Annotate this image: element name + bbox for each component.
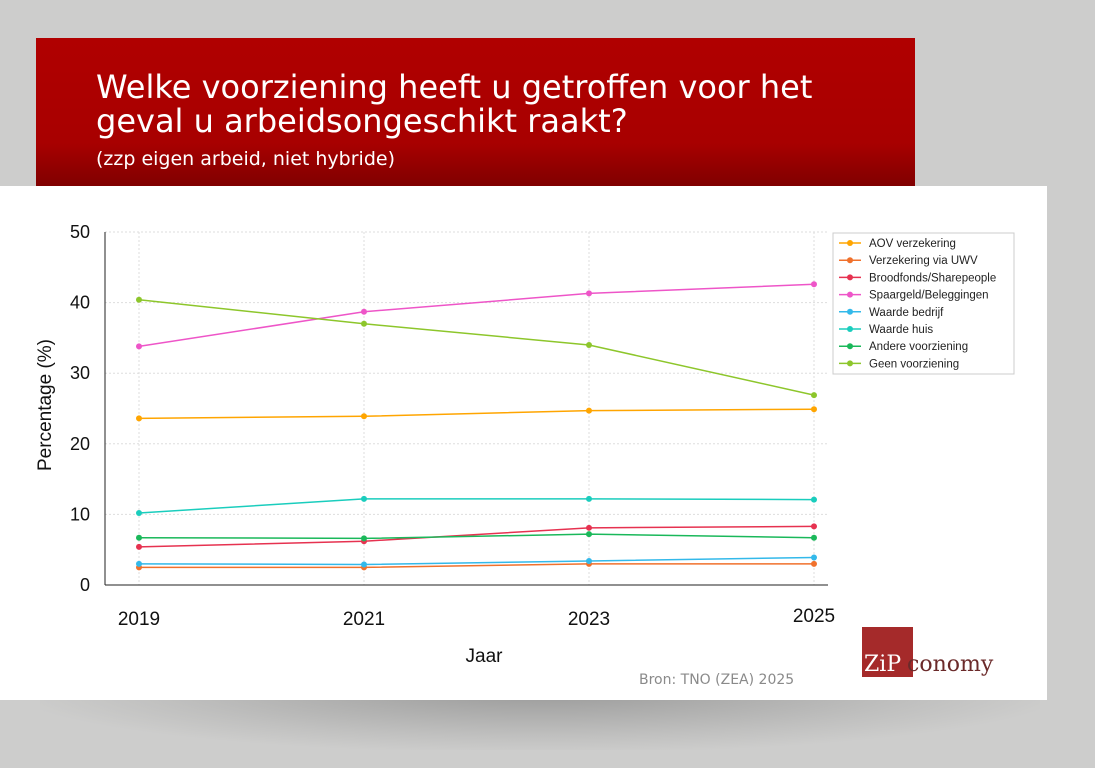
data-point xyxy=(136,560,142,567)
data-point xyxy=(586,495,592,502)
data-point xyxy=(811,534,817,541)
y-tick-label: 20 xyxy=(70,434,90,454)
data-point xyxy=(136,543,142,550)
data-point xyxy=(811,496,817,503)
x-axis-label: Jaar xyxy=(466,646,504,667)
legend-swatch-marker xyxy=(847,257,853,264)
legend-swatch-marker xyxy=(847,274,853,281)
data-point xyxy=(361,495,367,502)
legend-swatch-marker xyxy=(847,240,853,246)
series-line xyxy=(138,533,815,540)
legend-label: Waarde huis xyxy=(869,324,933,336)
legend-swatch-marker xyxy=(847,308,853,315)
data-point xyxy=(586,524,592,531)
legend-label: Broodfonds/Sharepeople xyxy=(869,272,996,284)
data-point xyxy=(361,320,367,327)
data-point xyxy=(136,296,142,303)
series-line xyxy=(138,283,815,348)
y-tick-label: 40 xyxy=(70,293,90,313)
x-tick-label: 2025 xyxy=(793,606,835,627)
data-point xyxy=(136,534,142,541)
data-point xyxy=(586,557,592,564)
series-line xyxy=(138,525,815,548)
legend-label: Verzekering via UWV xyxy=(869,255,978,267)
legend-box xyxy=(832,232,1015,375)
x-tick-label: 2021 xyxy=(343,609,385,630)
legend-swatch-marker xyxy=(847,326,853,332)
card-shadow xyxy=(40,690,1040,750)
x-tick-label: 2019 xyxy=(118,609,160,630)
x-tick-label: 2023 xyxy=(568,609,610,630)
data-point xyxy=(586,341,592,348)
data-point xyxy=(586,290,592,297)
data-point xyxy=(811,560,817,567)
source-note: Bron: TNO (ZEA) 2025 xyxy=(639,672,795,688)
title-banner xyxy=(36,38,915,188)
series-line xyxy=(138,299,815,396)
series-line xyxy=(139,563,814,569)
y-tick-label: 30 xyxy=(70,363,90,383)
legend-label: Geen voorziening xyxy=(869,358,959,370)
data-point xyxy=(811,392,817,399)
series-line xyxy=(138,498,815,514)
y-tick-label: 10 xyxy=(70,504,90,524)
logo-wordmark: conomy xyxy=(907,652,994,677)
data-point xyxy=(361,561,367,568)
data-point xyxy=(361,535,367,542)
data-point xyxy=(361,308,367,315)
page-subtitle: (zzp eigen arbeid, niet hybride) xyxy=(96,148,395,170)
y-tick-label: 50 xyxy=(70,222,90,242)
logo-box-text: ZiP xyxy=(864,652,902,677)
data-point xyxy=(586,407,592,414)
y-axis-label: Percentage (%) xyxy=(35,339,56,471)
data-point xyxy=(136,415,142,422)
data-point xyxy=(811,406,817,413)
data-point xyxy=(136,343,142,350)
y-tick-label: 0 xyxy=(80,575,90,595)
data-point xyxy=(586,531,592,538)
logo-box xyxy=(862,627,913,677)
data-point xyxy=(136,509,142,516)
legend-swatch-marker xyxy=(847,360,853,367)
legend-label: Waarde bedrijf xyxy=(869,307,944,319)
data-point xyxy=(811,554,817,561)
page-title: Welke voorziening heeft u getroffen voor… xyxy=(96,68,813,140)
series-line xyxy=(138,408,815,420)
data-point xyxy=(811,523,817,530)
data-point xyxy=(361,413,367,420)
legend-label: AOV verzekering xyxy=(869,238,956,250)
legend-label: Spaargeld/Beleggingen xyxy=(869,290,989,302)
legend-label: Andere voorziening xyxy=(869,341,968,353)
legend-swatch-marker xyxy=(847,291,853,298)
data-point xyxy=(811,281,817,288)
legend-swatch-marker xyxy=(847,343,853,350)
series-line xyxy=(138,556,815,566)
